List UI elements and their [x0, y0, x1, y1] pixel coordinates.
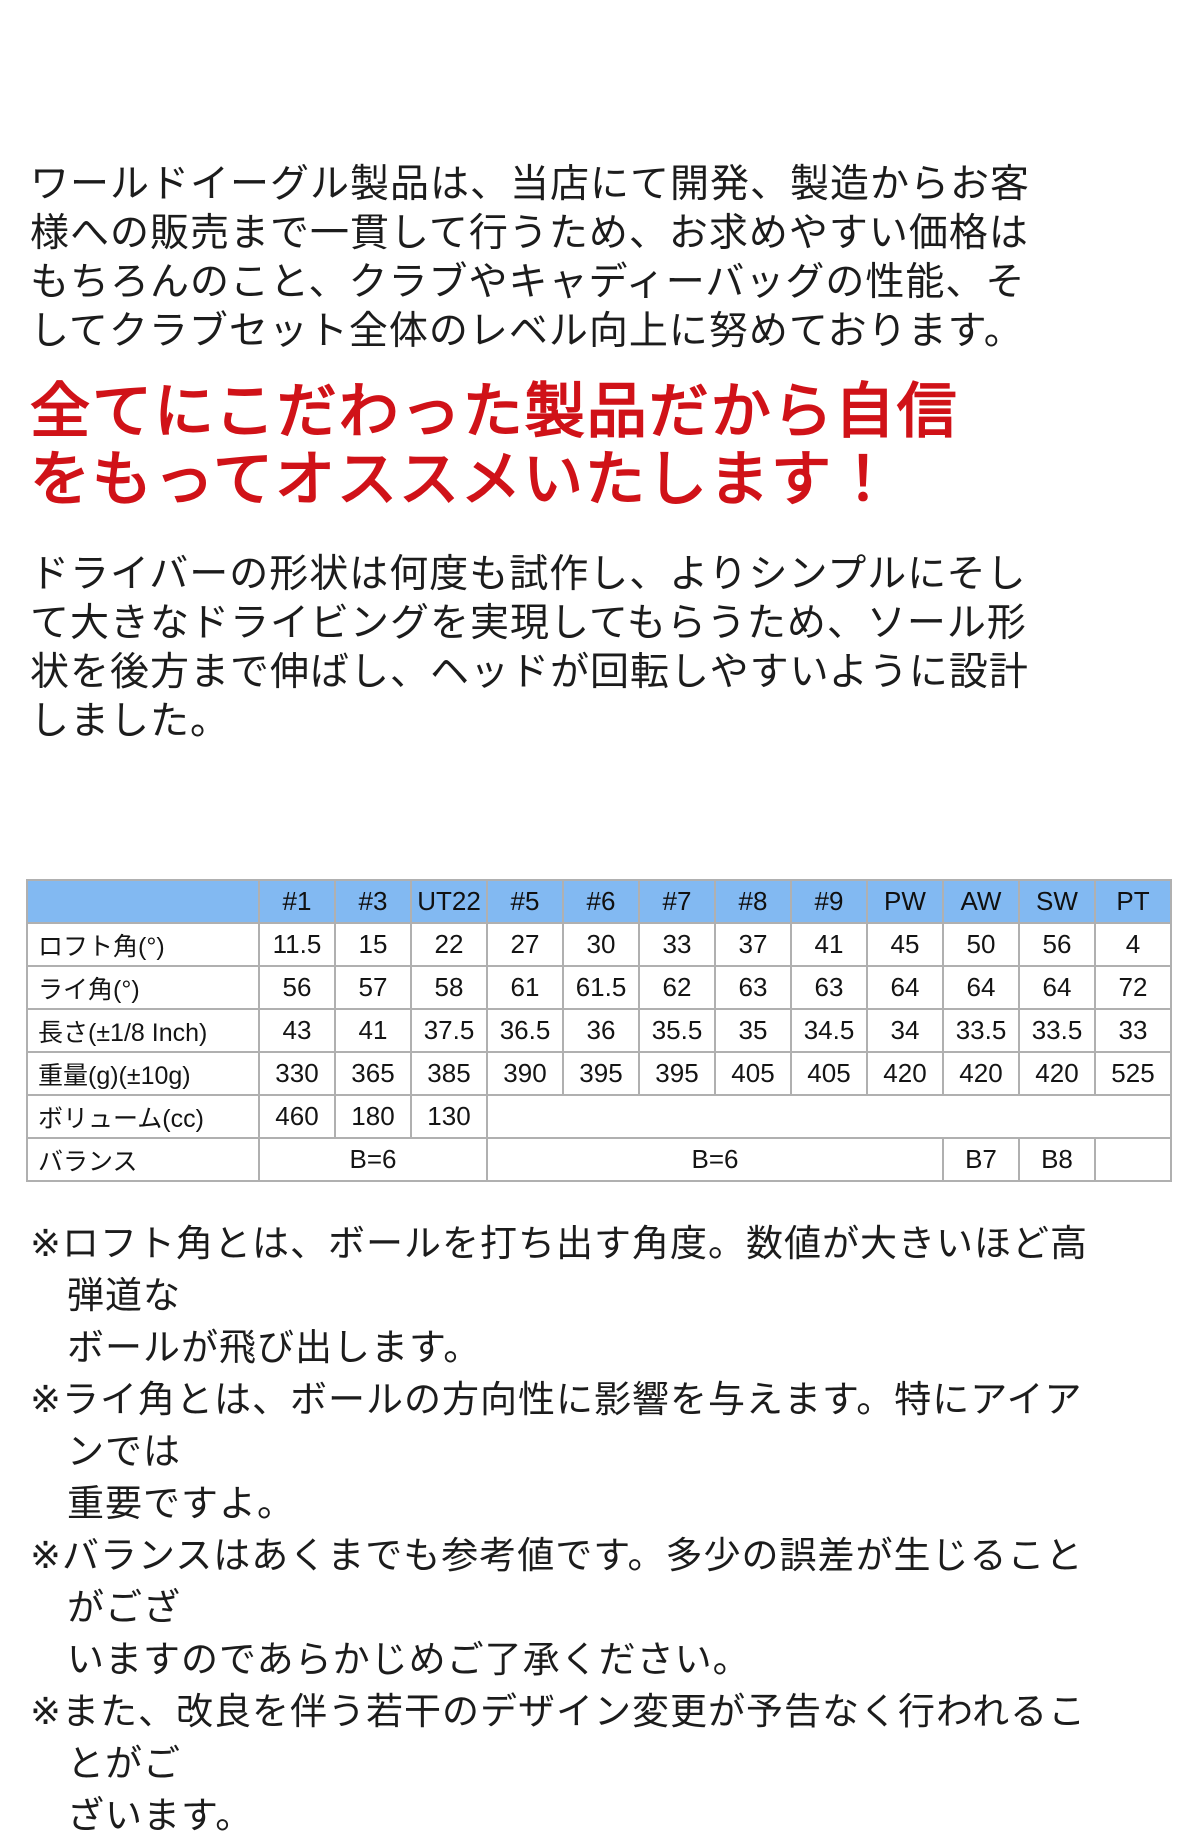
spec-cell: 61 — [486, 965, 564, 1010]
spec-cell: 64 — [866, 965, 944, 1010]
spec-cell: 57 — [334, 965, 412, 1010]
spec-cell: 34.5 — [790, 1008, 868, 1053]
spec-table: #1 #3 UT22 #5 #6 #7 #8 #9 PW AW SW PT ロフト角(°) 11.5 15… — [26, 879, 1172, 1182]
spec-col-header: #8 — [714, 879, 792, 924]
spec-cell: 130 — [410, 1094, 488, 1139]
spec-cell: 11.5 — [258, 922, 336, 967]
footnote-item: ※バランスはあくまでも参考値です。多少の誤差が生じることがござ いますのであらか… — [30, 1535, 1084, 1680]
spec-cell — [1094, 1137, 1172, 1182]
spec-col-header: UT22 — [410, 879, 488, 924]
spec-col-header: PW — [866, 879, 944, 924]
spec-cell: 36 — [562, 1008, 640, 1053]
spec-cell: 180 — [334, 1094, 412, 1139]
spec-row: 重量(g)(±10g) 330 365 385 390 395 395 405 405 420 42… — [26, 1051, 1172, 1096]
spec-cell: 405 — [790, 1051, 868, 1096]
spec-row-label: 長さ(±1/8 Inch) — [26, 1008, 260, 1053]
spec-cell: 460 — [258, 1094, 336, 1139]
headline: 全てにこだわった製品だから自信 をもってオススメいたします！ — [30, 378, 959, 513]
spec-cell: B=6 — [258, 1137, 488, 1182]
spec-col-header: #3 — [334, 879, 412, 924]
spec-row-label: ボリューム(cc) — [26, 1094, 260, 1139]
driver-note-paragraph: ドライバーの形状は何度も試作し、よりシンプルにそし て大きなドライビングを実現し… — [30, 553, 1029, 743]
spec-cell: 64 — [942, 965, 1020, 1010]
spec-cell: 37 — [714, 922, 792, 967]
spec-cell: 50 — [942, 922, 1020, 967]
spec-cell: 45 — [866, 922, 944, 967]
spec-row-label: 重量(g)(±10g) — [26, 1051, 260, 1096]
spec-cell: 41 — [790, 922, 868, 967]
spec-cell: B7 — [942, 1137, 1020, 1182]
spec-cell: 63 — [714, 965, 792, 1010]
spec-cell: 420 — [1018, 1051, 1096, 1096]
spec-col-header: AW — [942, 879, 1020, 924]
spec-cell: 56 — [258, 965, 336, 1010]
spec-cell: 395 — [638, 1051, 716, 1096]
spec-col-header: SW — [1018, 879, 1096, 924]
spec-cell: 64 — [1018, 965, 1096, 1010]
spec-col-header: #9 — [790, 879, 868, 924]
spec-cell: 385 — [410, 1051, 488, 1096]
spec-row: ライ角(°) 56 57 58 61 61.5 62 63 63 64 64 64 72 — [26, 965, 1172, 1010]
spec-col-header: #1 — [258, 879, 336, 924]
spec-col-header-empty — [26, 879, 260, 924]
spec-cell — [486, 1094, 1172, 1139]
spec-cell: 390 — [486, 1051, 564, 1096]
spec-cell: 525 — [1094, 1051, 1172, 1096]
spec-cell: 41 — [334, 1008, 412, 1053]
spec-cell: 15 — [334, 922, 412, 967]
spec-row: バランス B=6 B=6 B7 B8 — [26, 1137, 1172, 1182]
spec-cell: 365 — [334, 1051, 412, 1096]
footnote-item: ※ロフト角とは、ボールを打ち出す角度。数値が大きいほど高弾道な ボールが飛び出し… — [30, 1223, 1089, 1368]
spec-row: ロフト角(°) 11.5 15 22 27 30 33 37 41 45 50 56 4 — [26, 922, 1172, 967]
footnote-item: ※ライ角とは、ボールの方向性に影響を与えます。特にアイアンでは 重要ですよ。 — [30, 1379, 1083, 1524]
footnotes: ※ロフト角とは、ボールを打ち出す角度。数値が大きいほど高弾道な ボールが飛び出し… — [30, 1218, 1110, 1842]
intro-paragraph: ワールドイーグル製品は、当店にて開発、製造からお客 様への販売まで一貫して行うた… — [30, 163, 1031, 353]
spec-cell: 420 — [866, 1051, 944, 1096]
spec-row: 長さ(±1/8 Inch) 43 41 37.5 36.5 36 35.5 35 34.5 34 3… — [26, 1008, 1172, 1053]
spec-cell: 33.5 — [942, 1008, 1020, 1053]
spec-cell: 56 — [1018, 922, 1096, 967]
spec-cell: 33 — [638, 922, 716, 967]
spec-row: ボリューム(cc) 460 180 130 — [26, 1094, 1172, 1139]
spec-cell: 330 — [258, 1051, 336, 1096]
spec-cell: 395 — [562, 1051, 640, 1096]
spec-cell: 36.5 — [486, 1008, 564, 1053]
spec-cell: 405 — [714, 1051, 792, 1096]
spec-cell: 33.5 — [1018, 1008, 1096, 1053]
spec-col-header: PT — [1094, 879, 1172, 924]
spec-cell: 72 — [1094, 965, 1172, 1010]
footnote-item: ※また、改良を伴う若干のデザイン変更が予告なく行われることがご ざいます。 — [30, 1691, 1087, 1836]
spec-cell: 4 — [1094, 922, 1172, 967]
spec-cell: 33 — [1094, 1008, 1172, 1053]
spec-cell: 35.5 — [638, 1008, 716, 1053]
spec-cell: 63 — [790, 965, 868, 1010]
spec-row-label: バランス — [26, 1137, 260, 1182]
spec-col-header: #7 — [638, 879, 716, 924]
spec-row-label: ライ角(°) — [26, 965, 260, 1010]
spec-cell: 43 — [258, 1008, 336, 1053]
spec-cell: 34 — [866, 1008, 944, 1053]
spec-cell: 58 — [410, 965, 488, 1010]
spec-table-header-row: #1 #3 UT22 #5 #6 #7 #8 #9 PW AW SW PT — [26, 879, 1172, 924]
spec-cell: B=6 — [486, 1137, 944, 1182]
spec-table-body: ロフト角(°) 11.5 15 22 27 30 33 37 41 45 50 56 4 ライ角(°) 56… — [26, 922, 1172, 1182]
spec-col-header: #6 — [562, 879, 640, 924]
spec-cell: 61.5 — [562, 965, 640, 1010]
spec-cell: B8 — [1018, 1137, 1096, 1182]
spec-cell: 35 — [714, 1008, 792, 1053]
spec-col-header: #5 — [486, 879, 564, 924]
spec-cell: 420 — [942, 1051, 1020, 1096]
spec-cell: 62 — [638, 965, 716, 1010]
spec-row-label: ロフト角(°) — [26, 922, 260, 967]
spec-cell: 27 — [486, 922, 564, 967]
spec-cell: 22 — [410, 922, 488, 967]
spec-cell: 37.5 — [410, 1008, 488, 1053]
spec-cell: 30 — [562, 922, 640, 967]
